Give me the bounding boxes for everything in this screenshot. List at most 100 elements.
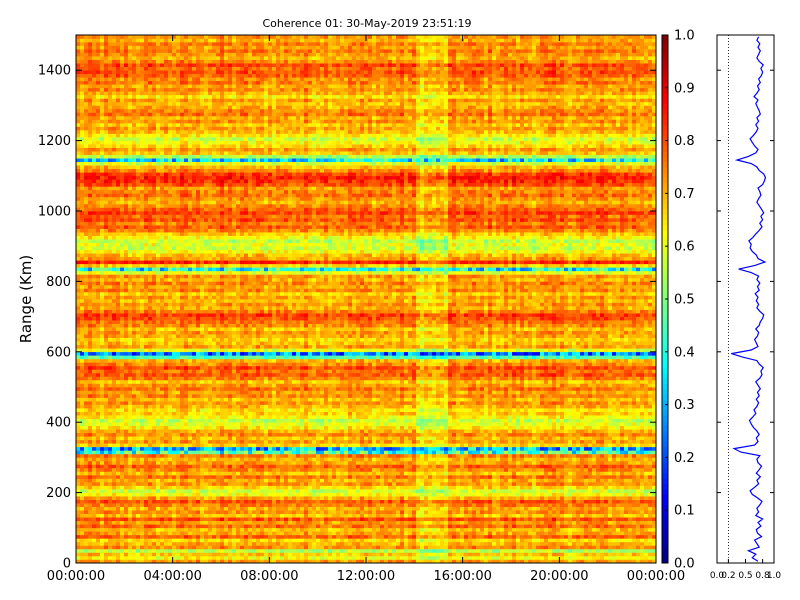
heatmap-cell — [196, 506, 201, 511]
heatmap-cell — [608, 460, 613, 465]
heatmap-cell — [472, 485, 477, 490]
heatmap-cell — [368, 443, 373, 448]
heatmap-cell — [536, 503, 541, 507]
heatmap-cell — [396, 517, 401, 522]
heatmap-cell — [320, 555, 325, 560]
heatmap-cell — [228, 464, 233, 469]
heatmap-cell — [444, 482, 449, 486]
heatmap-cell — [648, 552, 653, 557]
heatmap-cell — [480, 460, 485, 465]
heatmap-cell — [412, 517, 417, 522]
heatmap-cell — [544, 541, 549, 546]
heatmap-cell — [576, 524, 581, 529]
heatmap-cell — [144, 538, 149, 543]
heatmap-cell — [296, 520, 301, 525]
heatmap-cell — [392, 534, 397, 539]
heatmap-cell — [204, 534, 209, 539]
heatmap-cell — [152, 506, 157, 511]
heatmap-cell — [244, 453, 249, 458]
heatmap-cell — [528, 475, 533, 479]
heatmap-cell — [332, 446, 337, 451]
heatmap-cell — [184, 446, 189, 451]
heatmap-cell — [332, 485, 337, 490]
heatmap-cell — [112, 460, 117, 465]
heatmap-cell — [568, 489, 573, 493]
heatmap-cell — [360, 520, 365, 525]
heatmap-cell — [312, 541, 317, 546]
heatmap-cell — [120, 478, 125, 483]
heatmap-cell — [628, 534, 633, 539]
heatmap-cell — [200, 439, 205, 444]
heatmap-cell — [144, 496, 149, 500]
heatmap-cell — [140, 534, 145, 539]
heatmap-cell — [588, 517, 593, 522]
heatmap-cell — [460, 520, 465, 525]
heatmap-cell — [248, 559, 253, 564]
heatmap-cell — [252, 503, 257, 507]
heatmap-cell — [228, 439, 233, 444]
heatmap-cell — [264, 450, 269, 455]
heatmap-cell — [340, 503, 345, 507]
heatmap-cell — [536, 513, 541, 518]
heatmap-cell — [556, 510, 561, 515]
heatmap-cell — [188, 538, 193, 543]
heatmap-cell — [236, 485, 241, 490]
heatmap-cell — [84, 460, 89, 465]
heatmap-cell — [284, 513, 289, 518]
heatmap-cell — [184, 492, 189, 497]
heatmap-cell — [464, 524, 469, 529]
heatmap-cell — [100, 527, 105, 532]
heatmap-cell — [504, 555, 509, 560]
heatmap-cell — [500, 496, 505, 500]
heatmap-cell — [488, 482, 493, 486]
heatmap-cell — [80, 496, 85, 500]
heatmap-cell — [596, 517, 601, 522]
heatmap-cell — [96, 527, 101, 532]
heatmap-cell — [544, 446, 549, 451]
heatmap-cell — [600, 548, 605, 553]
heatmap-cell — [352, 471, 357, 476]
heatmap-cell — [88, 492, 93, 497]
heatmap-cell — [596, 485, 601, 490]
heatmap-cell — [540, 513, 545, 518]
heatmap-cell — [608, 517, 613, 522]
heatmap-cell — [468, 510, 473, 515]
heatmap-cell — [192, 545, 197, 550]
heatmap-cell — [112, 552, 117, 557]
heatmap-cell — [512, 541, 517, 546]
heatmap-cell — [108, 510, 113, 515]
heatmap-cell — [156, 538, 161, 543]
heatmap-cell — [332, 513, 337, 518]
heatmap-cell — [104, 524, 109, 529]
heatmap-cell — [92, 559, 97, 564]
heatmap-cell — [308, 496, 313, 500]
heatmap-cell — [364, 446, 369, 451]
heatmap-cell — [300, 524, 305, 529]
heatmap-cell — [240, 453, 245, 458]
heatmap-cell — [92, 496, 97, 500]
heatmap-cell — [584, 555, 589, 560]
heatmap-cell — [328, 513, 333, 518]
heatmap-cell — [292, 524, 297, 529]
heatmap-cell — [328, 467, 333, 472]
heatmap-cell — [148, 439, 153, 444]
heatmap-cell — [524, 485, 529, 490]
heatmap-cell — [340, 548, 345, 553]
heatmap-cell — [364, 499, 369, 504]
heatmap-cell — [452, 471, 457, 476]
heatmap-cell — [396, 492, 401, 497]
heatmap-cell — [136, 520, 141, 525]
heatmap-cell — [552, 446, 557, 451]
heatmap-cell — [428, 475, 433, 479]
heatmap-cell — [652, 457, 657, 462]
heatmap-cell — [408, 545, 413, 550]
heatmap-cell — [140, 555, 145, 560]
heatmap-cell — [516, 464, 521, 469]
heatmap-cell — [592, 464, 597, 469]
heatmap-cell — [604, 482, 609, 486]
heatmap-cell — [184, 534, 189, 539]
heatmap-cell — [236, 517, 241, 522]
heatmap-cell — [620, 482, 625, 486]
heatmap-cell — [252, 527, 257, 532]
heatmap-cell — [496, 527, 501, 532]
